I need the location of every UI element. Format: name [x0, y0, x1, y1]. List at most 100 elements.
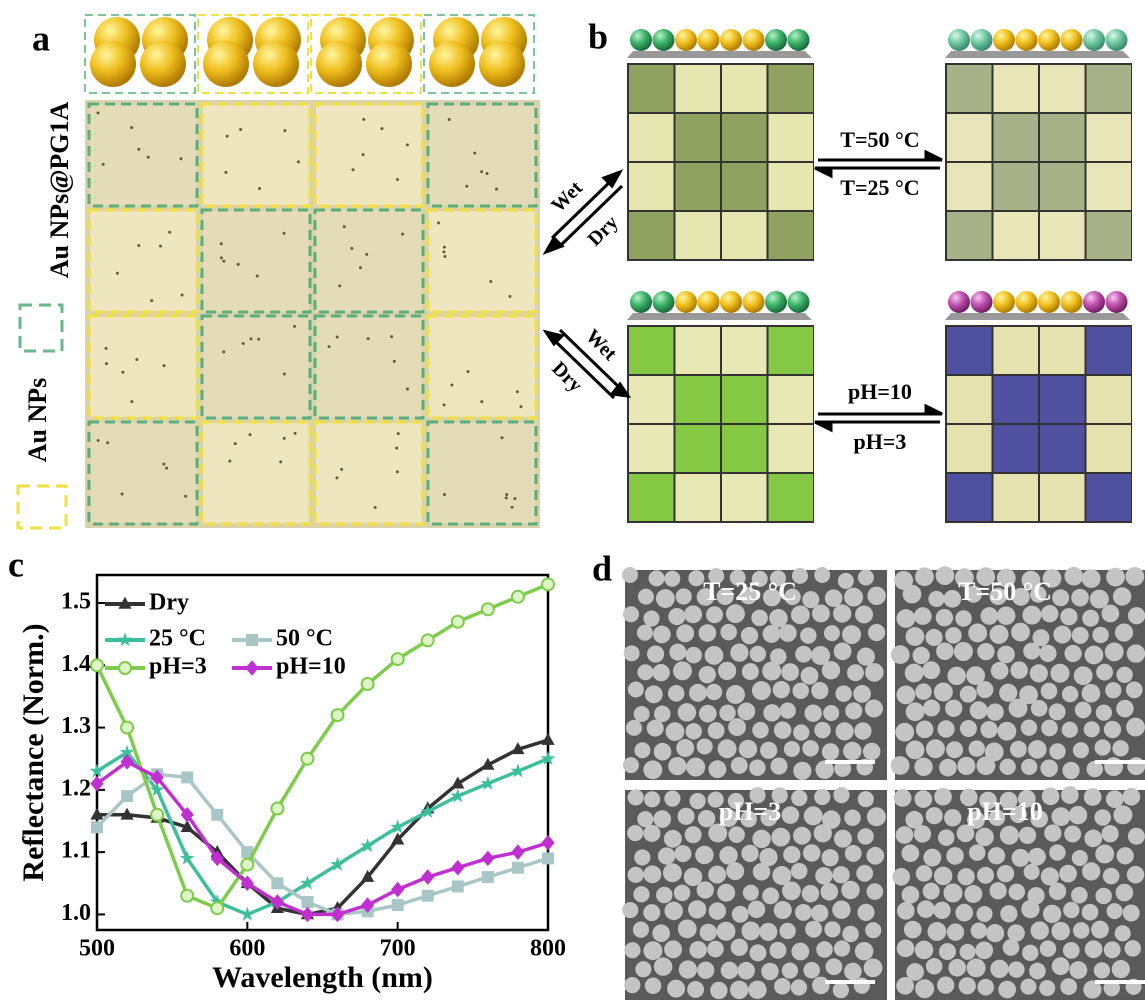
sem-particle: [793, 724, 809, 740]
sem-particle: [891, 756, 910, 775]
sem-particle: [706, 606, 723, 623]
sem-particle: [847, 664, 864, 681]
tile: [994, 327, 1039, 374]
tile-spot: [466, 370, 469, 373]
sem-particle: [858, 570, 874, 586]
sem-particle: [866, 847, 884, 865]
sem-particle: [685, 723, 701, 739]
sem-particle: [1044, 824, 1061, 841]
tile-spot: [184, 495, 187, 498]
tile-spot: [365, 253, 368, 256]
sem-particle: [1003, 939, 1020, 956]
sem-particle: [668, 608, 685, 625]
sem-particle: [678, 919, 697, 938]
arrow-label: T=25 °C: [840, 175, 919, 200]
tile-spot: [248, 433, 251, 436]
marker: [452, 616, 464, 628]
sem-particle: [896, 609, 915, 628]
sem-particle: [753, 863, 770, 880]
sem-particle: [1049, 844, 1065, 860]
side-label: Au NPs: [23, 378, 52, 463]
y-tick-label: 1.0: [61, 900, 91, 926]
marker: [241, 859, 253, 871]
sem-particle: [726, 685, 745, 704]
sem-particle: [868, 624, 885, 641]
sem-particle: [730, 644, 748, 662]
sem-particle: [750, 646, 766, 662]
sem-particle: [1126, 681, 1143, 698]
sem-particle: [1031, 921, 1049, 939]
sem-particle: [866, 883, 883, 900]
sem-particle: [822, 661, 840, 679]
sem-particle: [698, 810, 715, 827]
tile-spot: [257, 338, 260, 341]
sem-particle: [624, 977, 640, 993]
sem-particle: [1069, 806, 1087, 824]
nanoparticle: [971, 291, 993, 313]
sem-particle: [669, 644, 686, 661]
sem-particle: [896, 977, 914, 995]
arrow-head: [546, 332, 562, 344]
sem-particle: [763, 625, 781, 643]
sem-particle: [763, 704, 780, 721]
tile-spot: [489, 280, 492, 283]
tile-spot: [393, 360, 396, 363]
tile: [1040, 163, 1085, 210]
sem-particle: [977, 979, 994, 996]
sem-particle: [1011, 623, 1030, 642]
sem-particle: [944, 883, 963, 902]
sem-particle: [811, 682, 828, 699]
sem-particle: [688, 900, 706, 918]
tile: [1087, 212, 1132, 259]
sem-particle: [842, 926, 859, 943]
sem-particle: [779, 624, 797, 642]
sem-particle: [1082, 684, 1101, 703]
panel-label: a: [32, 18, 50, 58]
image-label: T=25 °C: [703, 577, 797, 606]
tile-spot: [443, 255, 446, 258]
sem-particle: [643, 760, 662, 779]
tile: [1040, 425, 1085, 472]
sem-particle: [1074, 666, 1093, 685]
sem-particle: [960, 944, 976, 960]
tile: [676, 474, 721, 521]
marker: [151, 809, 163, 821]
tile-spot: [401, 233, 404, 236]
sem-particle: [689, 684, 707, 702]
sem-particle: [719, 705, 735, 721]
series-line: [97, 774, 548, 914]
nanoparticle: [788, 291, 810, 313]
sem-particle: [685, 826, 702, 843]
sem-particle: [699, 666, 716, 683]
tile: [722, 474, 767, 521]
tile: [994, 163, 1039, 210]
tile: [722, 114, 767, 161]
tile-spot: [443, 493, 446, 496]
sem-particle: [653, 626, 671, 644]
tile-spot: [508, 295, 511, 298]
tile-spot: [293, 325, 296, 328]
sem-particle: [835, 685, 852, 702]
sem-particle: [969, 844, 986, 861]
sem-particle: [822, 849, 839, 866]
sem-particle: [1125, 567, 1144, 586]
sem-particle: [915, 683, 931, 699]
tile-spot: [513, 497, 516, 500]
tile: [676, 212, 721, 259]
sem-particle: [937, 977, 954, 994]
sem-particle: [741, 845, 758, 862]
sem-particle: [668, 685, 685, 702]
sem-particle: [892, 868, 910, 886]
sem-particle: [1094, 809, 1111, 826]
sem-particle: [976, 756, 995, 775]
sem-particle: [738, 703, 756, 721]
tile-spot: [335, 476, 338, 479]
sem-particle: [923, 883, 940, 900]
tile-spot: [137, 148, 140, 151]
tile-spot: [181, 294, 184, 297]
marker: [421, 869, 434, 885]
sem-particle: [1019, 827, 1036, 844]
image-label: pH=10: [967, 797, 1043, 826]
sem-particle: [624, 645, 640, 661]
sem-particle: [673, 661, 692, 680]
